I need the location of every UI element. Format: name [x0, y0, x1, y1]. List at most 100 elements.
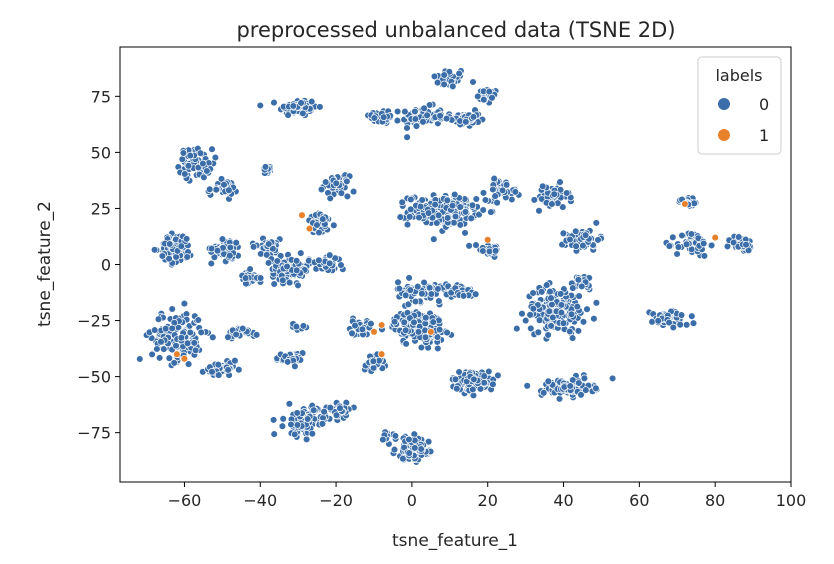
- legend-title: labels: [715, 66, 762, 85]
- point-label-0: [412, 122, 421, 130]
- point-label-0: [402, 340, 410, 348]
- point-label-0: [435, 325, 444, 334]
- point-label-0: [480, 372, 488, 380]
- point-label-0: [411, 115, 420, 123]
- point-label-0: [451, 212, 460, 221]
- point-label-0: [315, 228, 323, 237]
- point-label-0: [349, 187, 358, 196]
- point-label-0: [485, 87, 494, 96]
- point-label-0: [443, 328, 451, 337]
- point-label-0: [405, 449, 413, 457]
- point-label-0: [394, 278, 402, 287]
- point-label-0: [465, 242, 473, 250]
- point-label-0: [235, 365, 243, 374]
- point-label-0: [557, 308, 566, 317]
- point-label-0: [395, 284, 404, 293]
- point-label-0: [313, 221, 321, 229]
- point-label-0: [196, 149, 205, 157]
- x-tick-label: 0: [407, 491, 417, 510]
- point-label-0: [538, 182, 547, 191]
- point-label-0: [430, 235, 438, 243]
- point-label-0: [393, 116, 402, 125]
- point-label-0: [294, 281, 302, 290]
- point-label-0: [179, 149, 188, 157]
- point-label-0: [559, 229, 568, 238]
- point-label-0: [246, 265, 254, 273]
- point-label-1: [370, 328, 378, 336]
- point-label-0: [530, 196, 539, 204]
- point-label-0: [453, 384, 461, 393]
- point-label-0: [489, 380, 497, 389]
- point-label-0: [472, 241, 480, 249]
- point-label-0: [285, 278, 294, 287]
- point-label-0: [308, 429, 317, 438]
- point-label-0: [178, 155, 187, 163]
- point-label-0: [424, 209, 433, 217]
- point-label-0: [571, 227, 580, 236]
- point-label-0: [413, 282, 422, 291]
- y-tick-label: 0: [101, 256, 111, 275]
- point-label-1: [711, 233, 719, 242]
- point-label-0: [411, 444, 419, 452]
- x-axis: −60 −40 −20 0 20 40 60 80 100: [168, 482, 806, 510]
- point-label-0: [330, 221, 338, 230]
- x-axis-label: tsne_feature_1: [392, 531, 518, 551]
- point-label-1: [427, 328, 435, 336]
- point-label-0: [249, 243, 258, 251]
- point-label-0: [443, 196, 452, 205]
- point-label-0: [148, 350, 156, 359]
- point-label-0: [471, 290, 480, 298]
- legend-marker-1: [717, 128, 731, 142]
- point-label-0: [136, 355, 144, 363]
- point-label-0: [337, 261, 345, 269]
- point-label-0: [283, 358, 292, 366]
- point-label-0: [518, 309, 526, 318]
- point-label-0: [291, 362, 299, 371]
- point-label-0: [150, 326, 159, 334]
- point-label-0: [343, 177, 351, 186]
- point-label-0: [297, 99, 305, 107]
- point-label-0: [699, 239, 708, 248]
- point-label-0: [479, 247, 487, 255]
- point-label-0: [434, 285, 442, 293]
- point-label-0: [256, 274, 265, 282]
- point-label-0: [367, 319, 375, 328]
- point-label-0: [299, 322, 308, 330]
- point-label-0: [399, 454, 407, 463]
- point-label-0: [455, 69, 463, 78]
- point-label-0: [165, 354, 174, 362]
- point-label-0: [572, 242, 580, 250]
- point-label-0: [673, 250, 681, 258]
- point-label-0: [290, 430, 299, 439]
- point-label-0: [405, 435, 413, 444]
- point-label-0: [403, 133, 411, 141]
- point-label-0: [529, 289, 537, 297]
- point-label-0: [581, 231, 590, 239]
- point-label-0: [241, 274, 250, 282]
- point-label-0: [467, 214, 475, 223]
- point-label-0: [665, 318, 673, 327]
- plot-frame: [119, 46, 792, 483]
- point-label-0: [393, 107, 402, 116]
- point-label-0: [566, 382, 574, 390]
- point-label-0: [396, 213, 405, 221]
- point-label-0: [677, 311, 686, 319]
- point-label-0: [415, 213, 423, 222]
- point-label-0: [456, 221, 465, 229]
- point-label-0: [734, 233, 743, 241]
- point-label-0: [411, 297, 420, 306]
- point-label-0: [579, 318, 588, 326]
- point-label-0: [562, 189, 571, 197]
- x-tick-label: 20: [478, 491, 498, 510]
- point-label-0: [674, 243, 683, 251]
- x-tick-label: 40: [553, 491, 573, 510]
- point-label-0: [194, 316, 203, 324]
- point-label-0: [417, 445, 425, 453]
- point-label-0: [307, 97, 316, 106]
- point-label-0: [418, 196, 426, 204]
- point-label-0: [336, 404, 344, 412]
- point-label-0: [285, 400, 294, 408]
- point-label-0: [186, 151, 195, 160]
- legend-marker-0: [717, 97, 731, 111]
- point-label-0: [480, 378, 488, 387]
